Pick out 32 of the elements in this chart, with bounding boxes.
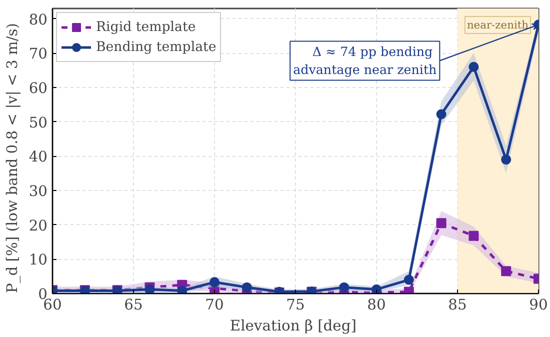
point [468, 230, 479, 241]
legend-label: Rigid template [96, 20, 196, 34]
y-tick-label: 60 [28, 80, 48, 97]
point [177, 286, 188, 294]
point [501, 154, 512, 165]
x-tick-label: 90 [529, 296, 548, 314]
x-tick-label: 70 [205, 296, 224, 314]
point [468, 62, 479, 72]
y-tick-label: 30 [28, 182, 48, 200]
x-tick-label: 85 [448, 296, 467, 314]
y-tick-label: 70 [28, 46, 48, 63]
x-tick-label: 65 [124, 296, 143, 314]
point [242, 282, 252, 292]
y-tick-label: 50 [28, 114, 48, 132]
point [436, 109, 446, 120]
point [436, 218, 446, 228]
point [372, 284, 382, 294]
point [404, 274, 414, 285]
point [210, 277, 220, 288]
band-label: near-zenith [466, 18, 529, 32]
point [339, 282, 350, 292]
x-axis-title: Elevation β [deg] [230, 318, 356, 334]
y-axis-title: P_d [%] (low band 0.8 < |v| < 3 m/s) [4, 22, 21, 293]
x-tick-label: 80 [367, 296, 386, 314]
y-tick-label: 10 [28, 252, 48, 269]
y-tick-label: 20 [28, 217, 48, 234]
annotation: Δ ≈ 74 pp bending advantage near zenith [293, 44, 437, 78]
x-tick-label: 75 [286, 296, 305, 314]
legend-label: Bending template [96, 40, 216, 54]
y-tick-label: 80 [28, 11, 48, 28]
y-tick-label: 40 [28, 148, 48, 166]
point [501, 266, 512, 276]
